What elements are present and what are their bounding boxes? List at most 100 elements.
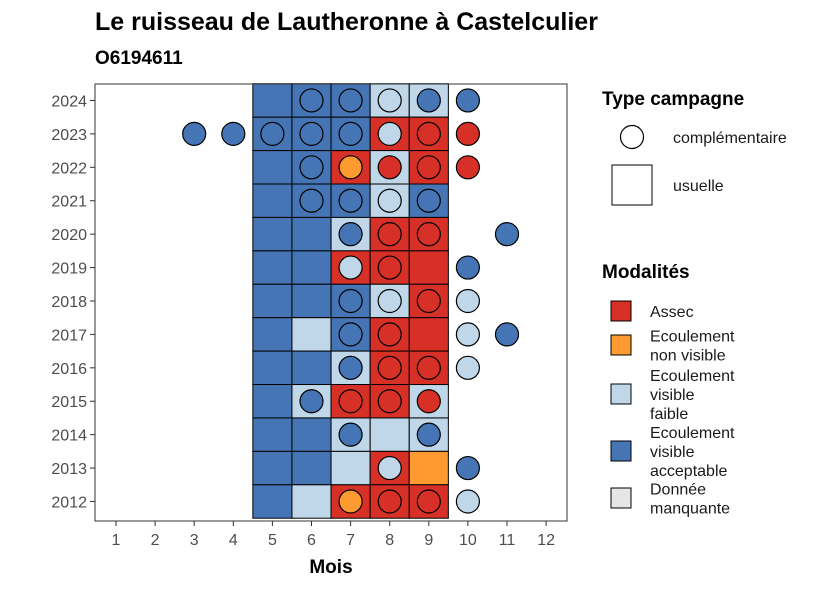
legend-acceptable-label: visible — [650, 444, 695, 461]
y-tick-label: 2013 — [51, 461, 87, 478]
point-2014-9 — [416, 422, 441, 447]
point-2018-8 — [377, 288, 402, 314]
plot-area: 1 2 3 4 5 6 7 8 9 10 11 122012201320142015201620172… — [51, 83, 568, 549]
y-tick-label: 2014 — [51, 428, 87, 445]
point-2013-10 — [455, 455, 480, 481]
point-2024-9 — [416, 88, 441, 113]
legend-assec-key — [610, 300, 632, 322]
tile-2018-6 — [291, 283, 332, 319]
x-tick-label: 5 — [268, 532, 277, 549]
point-2018-10 — [455, 288, 480, 314]
legend-complementaire-label: complémentaire — [673, 130, 787, 147]
point-2022-10 — [455, 155, 480, 180]
point-2024-7 — [338, 88, 363, 113]
point-2012-9 — [416, 489, 441, 514]
point-2022-7 — [338, 155, 363, 180]
tile-2013-5 — [252, 450, 293, 486]
point-2021-9 — [416, 188, 441, 213]
point-2023-10 — [455, 121, 480, 146]
legend-usuelle-label: usuelle — [673, 178, 724, 195]
y-tick-label: 2018 — [51, 294, 87, 311]
y-tick-label: 2021 — [51, 194, 87, 211]
tile-2019-6 — [291, 250, 332, 285]
tile-2014-6 — [291, 417, 332, 452]
point-2016-10 — [455, 355, 480, 380]
point-2015-7 — [338, 389, 363, 414]
point-2024-10 — [455, 88, 480, 113]
x-tick-label: 8 — [385, 532, 394, 549]
point-2024-8 — [377, 88, 402, 113]
tile-2020-6 — [291, 216, 332, 252]
legend-acceptable-label: acceptable — [650, 463, 727, 480]
y-tick-label: 2024 — [51, 93, 87, 110]
legend-modalites-title: Modalités — [602, 262, 690, 283]
point-2022-9 — [416, 155, 441, 180]
y-tick-label: 2020 — [51, 227, 87, 244]
tile-2012-6 — [291, 484, 332, 519]
point-2021-7 — [338, 188, 363, 213]
legend-nonvisible-label: non visible — [650, 348, 726, 365]
point-2021-6 — [299, 188, 324, 213]
point-2018-9 — [416, 288, 441, 314]
legend-usuelle-key — [611, 164, 653, 206]
legend-faible-label: visible — [650, 387, 695, 404]
legend-nonvisible-label: Ecoulement — [650, 329, 735, 346]
y-tick-label: 2015 — [51, 394, 87, 411]
tile-2013-6 — [291, 450, 332, 486]
point-2019-10 — [455, 255, 480, 280]
legend-faible-label: Ecoulement — [650, 368, 735, 385]
legend-type-campagne-title: Type campagne — [602, 89, 744, 110]
point-2023-4 — [221, 121, 246, 146]
tile-2019-5 — [252, 250, 293, 285]
point-2017-8 — [377, 322, 402, 347]
x-tick-label: 1 — [112, 532, 121, 549]
x-tick-label: 7 — [346, 532, 355, 549]
tile-2019-9 — [408, 250, 449, 285]
x-tick-label: 12 — [537, 532, 555, 549]
tile-2014-8 — [369, 417, 410, 452]
tile-2017-5 — [252, 317, 293, 352]
tile-2013-9 — [408, 450, 449, 486]
point-2012-7 — [338, 489, 363, 514]
legend-manquante-key — [610, 487, 632, 509]
point-2024-6 — [299, 88, 324, 113]
point-2017-10 — [455, 322, 480, 347]
point-2018-7 — [338, 288, 363, 314]
legend-faible-label: faible — [650, 406, 688, 423]
y-tick-label: 2023 — [51, 127, 87, 144]
legend-manquante-label: manquante — [650, 501, 730, 518]
point-2016-7 — [338, 355, 363, 380]
point-2020-8 — [377, 222, 402, 247]
y-tick-label: 2016 — [51, 361, 87, 378]
point-2015-6 — [299, 389, 324, 414]
legend-faible-key — [610, 383, 632, 405]
tile-2013-7 — [330, 450, 371, 486]
x-tick-label: 9 — [424, 532, 433, 549]
point-2019-7 — [338, 255, 363, 280]
tile-2018-5 — [252, 283, 293, 319]
tile-2021-5 — [252, 183, 293, 218]
x-axis-title: Mois — [309, 557, 352, 578]
point-2017-11 — [494, 322, 520, 347]
point-2020-9 — [416, 222, 441, 247]
y-tick-label: 2019 — [51, 261, 87, 278]
y-tick-label: 2012 — [51, 495, 87, 512]
x-tick-label: 3 — [190, 532, 199, 549]
point-2017-7 — [338, 322, 363, 347]
chart-title: Le ruisseau de Lautheronne à Castelculie… — [95, 8, 598, 36]
x-tick-label: 6 — [307, 532, 316, 549]
point-2022-8 — [377, 155, 402, 180]
point-2023-8 — [377, 121, 402, 146]
tile-2017-6 — [291, 317, 332, 352]
legend-acceptable-key — [610, 440, 632, 462]
tile-2012-5 — [252, 484, 293, 519]
x-tick-label: 2 — [151, 532, 160, 549]
tile-2020-5 — [252, 216, 293, 252]
tile-2022-5 — [252, 150, 293, 185]
y-tick-label: 2022 — [51, 160, 87, 177]
point-2013-8 — [377, 455, 402, 481]
point-2023-6 — [299, 121, 324, 146]
legend-complementaire-key — [619, 124, 645, 150]
x-tick-label: 11 — [499, 532, 516, 549]
